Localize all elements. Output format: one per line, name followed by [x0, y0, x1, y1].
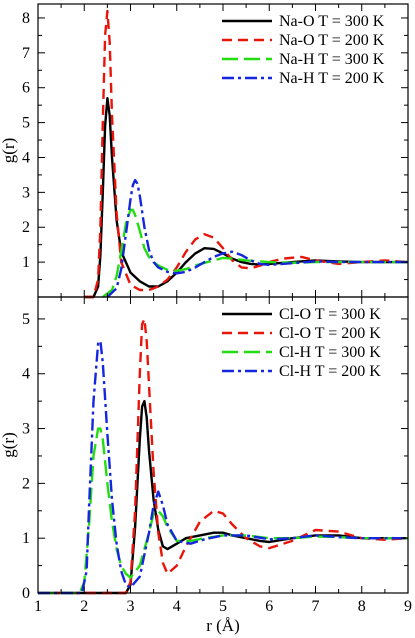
bottom-y-tick-label-2: 2: [22, 475, 30, 492]
bottom-x-tick-label-8: 8: [358, 598, 366, 615]
top-y-tick-label-3: 3: [22, 184, 30, 201]
bottom-y-tick-label-4: 4: [22, 366, 30, 383]
bottom-legend-label-1: Cl-O T = 200 K: [279, 325, 381, 342]
bottom-x-axis-label: r (Å): [206, 616, 240, 635]
bottom-x-tick-label-9: 9: [404, 598, 412, 615]
top-y-tick-label-2: 2: [22, 219, 30, 236]
top-series-line-1: [84, 9, 409, 299]
bottom-series-line-3: [38, 339, 408, 595]
bottom-x-tick-label-6: 6: [265, 598, 273, 615]
top-y-tick-label-6: 6: [22, 80, 30, 97]
bottom-x-tick-label-1: 1: [34, 598, 42, 615]
top-y-tick-label-8: 8: [22, 10, 30, 27]
bottom-legend-label-0: Cl-O T = 300 K: [279, 306, 381, 323]
top-y-tick-label-7: 7: [22, 45, 30, 62]
top-legend-label-0: Na-O T = 300 K: [279, 13, 385, 30]
bottom-x-tick-label-5: 5: [219, 598, 227, 615]
bottom-legend-label-2: Cl-H T = 300 K: [279, 344, 381, 361]
top-legend-label-3: Na-H T = 200 K: [279, 70, 385, 87]
bottom-y-tick-label-0: 0: [22, 585, 30, 602]
bottom-y-tick-label-1: 1: [22, 530, 30, 547]
bottom-series-line-1: [38, 317, 409, 595]
top-legend-label-1: Na-O T = 200 K: [279, 32, 385, 49]
bottom-x-tick-label-2: 2: [80, 598, 88, 615]
top-y-tick-label-5: 5: [22, 115, 30, 132]
top-legend-label-2: Na-H T = 300 K: [279, 51, 385, 68]
top-y-tick-label-1: 1: [22, 254, 30, 271]
bottom-y-axis-label: g(r): [0, 432, 18, 457]
top-y-axis-label: g(r): [0, 138, 18, 163]
bottom-legend-label-3: Cl-H T = 200 K: [279, 363, 381, 380]
bottom-y-tick-label-3: 3: [22, 421, 30, 438]
top-series-line-3: [106, 178, 408, 298]
bottom-series-line-2: [38, 427, 408, 595]
bottom-x-tick-label-3: 3: [127, 598, 135, 615]
bottom-x-tick-label-7: 7: [312, 598, 320, 615]
top-series-line-2: [102, 208, 408, 298]
top-y-tick-label-4: 4: [22, 149, 30, 166]
bottom-x-tick-label-4: 4: [173, 598, 181, 615]
bottom-y-tick-label-5: 5: [22, 311, 30, 328]
bottom-series-line-0: [38, 399, 408, 595]
